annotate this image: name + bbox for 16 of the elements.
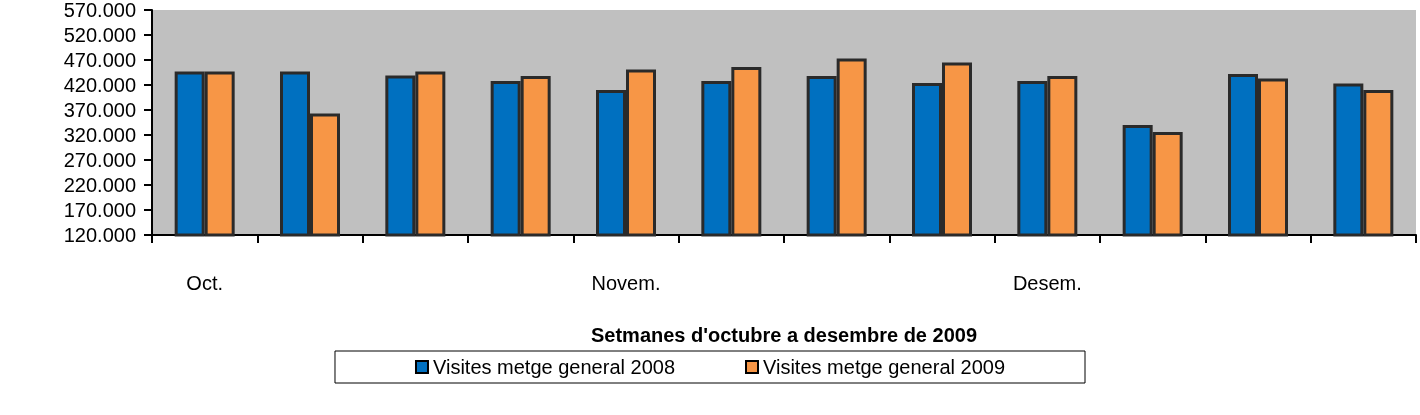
x-tick-label: Oct.	[186, 272, 223, 294]
y-tick-label: 570.000	[63, 0, 136, 21]
legend-label: Visites metge general 2008	[432, 356, 675, 378]
y-tick-label: 170.000	[63, 199, 136, 221]
y-tick-label: 370.000	[63, 99, 136, 121]
x-tick-label: Novem.	[591, 272, 661, 294]
y-tick-label: 270.000	[63, 149, 136, 171]
y-tick-label: 320.000	[63, 124, 136, 146]
x-axis-title: Setmanes d'octubre a desembre de 2009	[590, 324, 978, 346]
y-tick-label: 220.000	[63, 174, 136, 196]
y-tick-label: 470.000	[63, 49, 136, 71]
y-tick-label: 420.000	[63, 74, 136, 96]
y-tick-label: 120.000	[63, 224, 136, 246]
legend-label: Visites metge general 2009	[763, 356, 1006, 378]
y-tick-label: 520.000	[63, 24, 136, 46]
x-tick-label: Desem.	[1012, 272, 1082, 294]
